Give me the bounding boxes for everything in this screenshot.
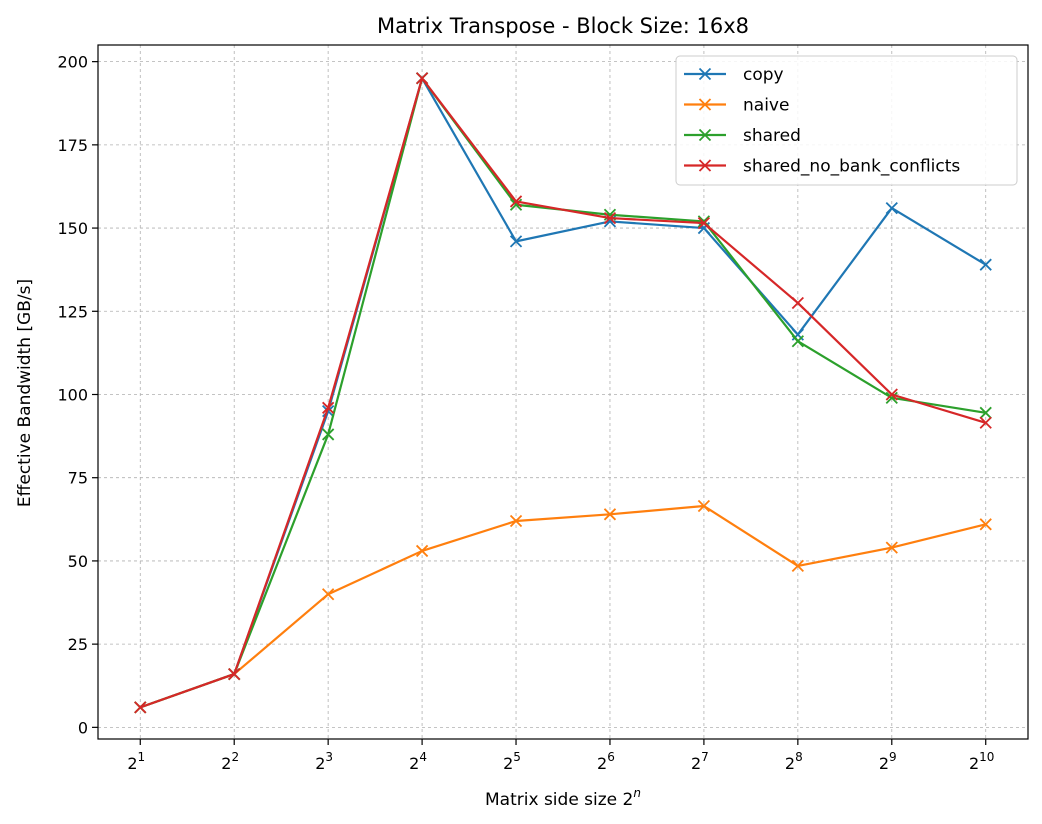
data-point (979, 258, 992, 271)
legend-label: shared (743, 126, 801, 146)
x-axis-label-exponent: n (633, 786, 641, 800)
data-point (134, 701, 147, 714)
x-tick-label: 28 (785, 750, 803, 773)
plot-area (134, 72, 992, 714)
data-point (791, 296, 804, 310)
data-point (509, 235, 523, 248)
data-point (509, 195, 523, 208)
legend-marker (698, 159, 712, 172)
data-point (979, 416, 992, 429)
x-tick-label: 210 (969, 750, 994, 773)
x-axis-label-base: Matrix side size 2 (485, 790, 633, 810)
y-tick-label: 125 (57, 302, 88, 321)
legend: copy naive shared shared_no_bank_conflicts (675, 55, 1018, 186)
y-tick-label: 75 (68, 469, 88, 488)
x-tick-label: 23 (315, 750, 333, 773)
data-point (885, 541, 898, 554)
y-tick-label: 50 (68, 552, 88, 571)
legend-label: naive (743, 96, 789, 116)
y-axis-label: Effective Bandwidth [GB/s] (15, 279, 35, 507)
x-tick-label: 21 (127, 750, 145, 773)
y-tick-label: 25 (68, 635, 88, 654)
axis-ticks: 21 22 23 24 25 26 27 28 29 210 0 25 50 75 100 125 150 175… (57, 53, 994, 773)
data-point (322, 401, 335, 414)
data-point (791, 559, 804, 573)
series-line (139, 504, 986, 709)
x-tick-label: 22 (221, 750, 239, 773)
data-point (885, 391, 898, 404)
x-tick-label: 24 (409, 750, 427, 773)
series-line (139, 77, 987, 709)
data-point (979, 406, 992, 419)
data-point (509, 514, 523, 528)
data-point (885, 388, 898, 401)
x-tick-label: 29 (879, 750, 897, 773)
x-axis-label: Matrix side size 2n (485, 786, 641, 810)
x-tick-label: 26 (597, 750, 615, 773)
legend-entry-copy: copy (684, 65, 784, 85)
data-point (697, 499, 711, 513)
data-point (697, 216, 711, 230)
legend-entry-shared: shared (684, 126, 801, 146)
data-point (228, 667, 241, 681)
axes-frame (97, 44, 1029, 740)
x-tick-label: 25 (503, 750, 521, 773)
data-point (415, 72, 429, 85)
series-shared_no_bank_conflicts (134, 72, 992, 714)
data-point (322, 405, 335, 418)
legend-label: shared_no_bank_conflicts (743, 157, 960, 177)
legend-entry-naive: naive (684, 96, 789, 116)
legend-marker (698, 98, 712, 111)
y-tick-label: 200 (57, 53, 88, 72)
series-naive (134, 499, 992, 714)
legend-marker (698, 67, 712, 81)
data-point (885, 201, 898, 215)
legend-entry-shared_no_bank_conflicts: shared_no_bank_conflicts (684, 157, 960, 177)
data-point (979, 518, 992, 531)
y-tick-label: 100 (57, 385, 88, 404)
data-point (603, 211, 617, 225)
data-point (415, 544, 429, 558)
legend-label: copy (743, 65, 784, 85)
data-point (603, 508, 617, 521)
x-tick-label: 27 (691, 750, 709, 773)
chart-title: Matrix Transpose - Block Size: 16x8 (377, 14, 749, 38)
y-tick-label: 150 (57, 219, 88, 238)
data-point (322, 588, 335, 601)
data-point (791, 335, 804, 348)
data-point (322, 428, 335, 441)
y-tick-label: 0 (78, 718, 88, 737)
legend-marker (698, 128, 712, 142)
legend-frame (675, 55, 1018, 186)
y-tick-label: 175 (57, 136, 88, 155)
